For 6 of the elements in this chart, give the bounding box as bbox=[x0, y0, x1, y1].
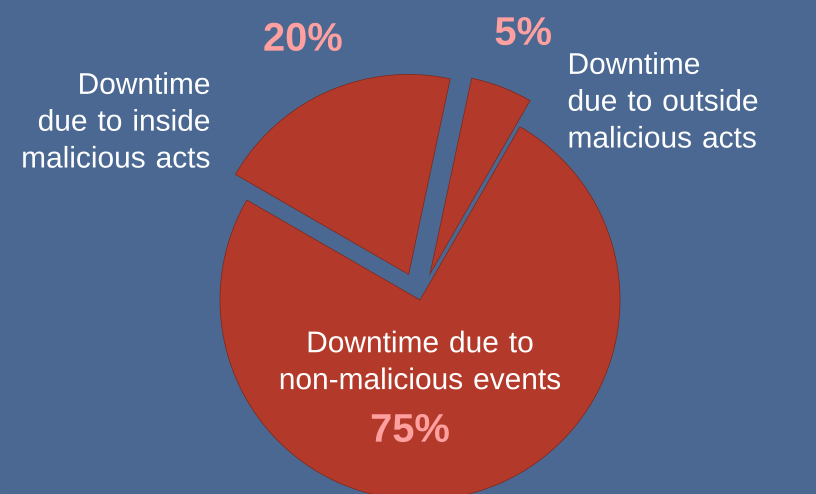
data-label: 75% bbox=[372, 414, 449, 442]
data-label: 20% bbox=[264, 22, 342, 52]
data-label: 5% bbox=[496, 17, 551, 46]
slice-label: Downtime due to outside malicious acts bbox=[568, 52, 758, 148]
slice-label: Downtime due to non-malicious events bbox=[280, 330, 560, 390]
slice-label: Downtime due to inside malicious acts bbox=[23, 72, 210, 168]
